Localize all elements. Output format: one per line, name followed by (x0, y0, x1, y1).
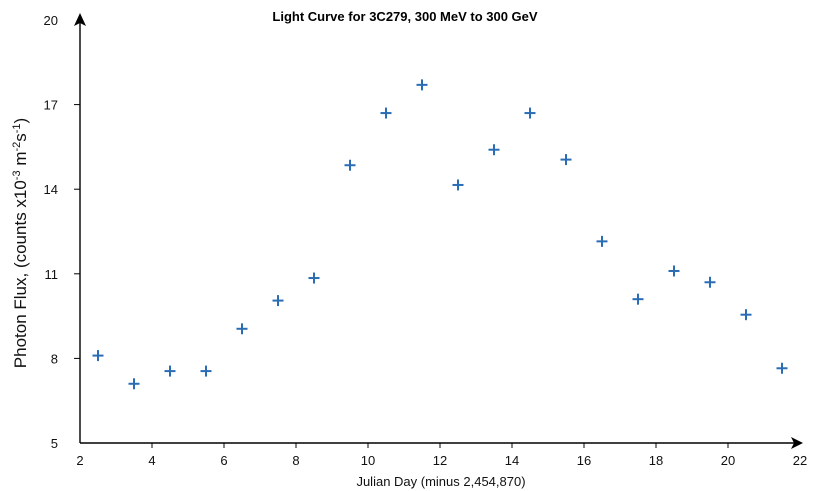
y-tick-label: 8 (51, 351, 58, 366)
x-tick-label: 8 (292, 453, 299, 468)
y-axis-arrow (74, 13, 86, 26)
x-tick-label: 6 (220, 453, 227, 468)
data-point (596, 235, 608, 247)
y-tick-label: 20 (44, 13, 58, 28)
x-tick-label: 18 (649, 453, 663, 468)
data-point (236, 323, 248, 335)
y-tick-label: 5 (51, 436, 58, 451)
y-tick-label: 14 (44, 182, 58, 197)
y-axis-label-main: Photon Flux, (counts x10 (11, 180, 30, 368)
x-tick-label: 12 (433, 453, 447, 468)
x-tick-label: 10 (361, 453, 375, 468)
data-point (92, 350, 104, 362)
data-point (560, 154, 572, 166)
data-point (272, 295, 284, 307)
data-point (740, 309, 752, 321)
data-point (308, 272, 320, 284)
y-axis-label-s: s (11, 133, 30, 142)
y-axis-label-end: ) (11, 118, 30, 124)
x-tick-label: 20 (721, 453, 735, 468)
x-tick-label: 22 (793, 453, 807, 468)
x-tick-label: 2 (76, 453, 83, 468)
axes (74, 13, 803, 449)
x-tick-label: 16 (577, 453, 591, 468)
y-axis-label-mid: m (11, 152, 30, 171)
data-point (416, 79, 428, 91)
data-point (164, 365, 176, 377)
axis-ticks: 2 4 6 8 10 12 14 16 18 20 22 5 8 11 14 17 20 (44, 13, 808, 468)
y-axis-label: Photon Flux, (counts x10-3 m-2s-1) (11, 118, 30, 368)
data-point (200, 365, 212, 377)
x-tick-label: 14 (505, 453, 519, 468)
data-points (92, 79, 788, 390)
chart-title: Light Curve for 3C279, 300 MeV to 300 Ge… (272, 9, 537, 24)
x-axis-arrow (791, 437, 803, 449)
y-tick-label: 17 (44, 98, 58, 113)
data-point (524, 107, 536, 119)
data-point (488, 144, 500, 156)
data-point (344, 159, 356, 171)
data-point (668, 265, 680, 277)
x-axis-label: Julian Day (minus 2,454,870) (356, 474, 525, 489)
x-tick-label: 4 (148, 453, 155, 468)
data-point (632, 293, 644, 305)
data-point (452, 179, 464, 191)
data-point (380, 107, 392, 119)
y-axis-label-exp2: -2 (11, 142, 23, 152)
y-axis-label-exp1: -3 (11, 170, 23, 180)
y-tick-label: 11 (45, 267, 59, 282)
data-point (776, 362, 788, 374)
data-point (128, 378, 140, 390)
data-point (704, 276, 716, 288)
y-axis-label-exp3: -1 (11, 123, 23, 133)
